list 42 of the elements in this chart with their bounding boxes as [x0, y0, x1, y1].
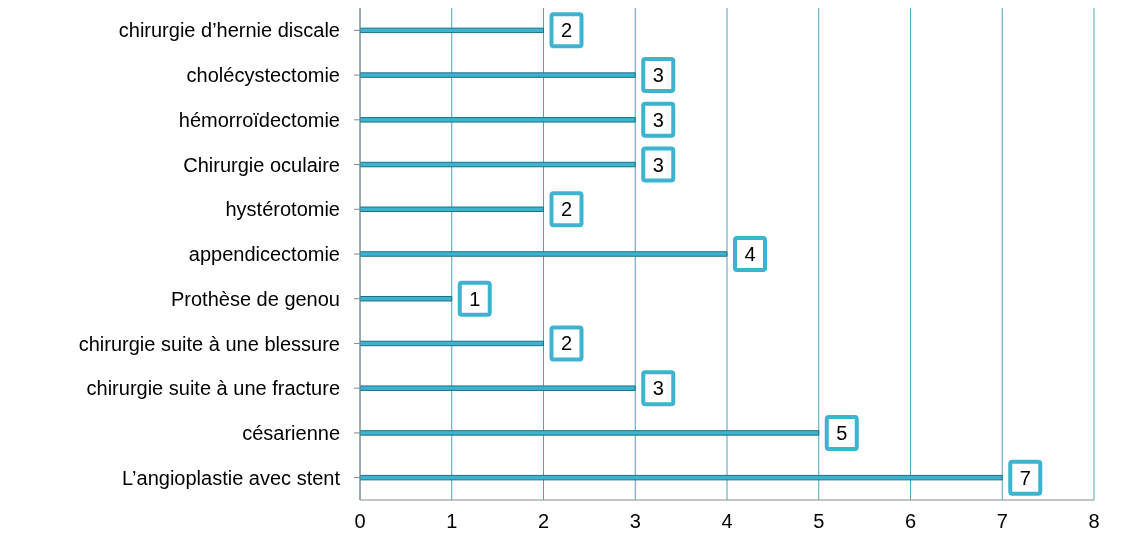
bar	[360, 27, 544, 34]
bar	[360, 385, 636, 391]
x-tick-label: 0	[354, 510, 366, 533]
bar	[360, 340, 544, 347]
y-tick-label: L’angioplastie avec stent	[122, 466, 341, 489]
data-label: 7	[1019, 466, 1031, 489]
y-tick-label: hémorroïdectomie	[178, 108, 340, 131]
y-tick-label: césarienne	[242, 422, 340, 445]
data-label: 3	[652, 153, 664, 176]
y-tick-label: Chirurgie oculaire	[183, 153, 340, 176]
bar	[360, 430, 820, 436]
y-tick-label: chirurgie suite à une blessure	[78, 332, 340, 355]
y-tick-label: cholécystectomie	[186, 64, 340, 87]
data-label: 3	[652, 108, 664, 131]
y-tick-label: appendicectomie	[188, 243, 340, 266]
data-label: 4	[744, 243, 756, 265]
x-tick-label: 3	[629, 510, 641, 533]
bar	[360, 72, 636, 78]
x-tick-label: 8	[1088, 510, 1100, 533]
data-label: 2	[560, 198, 573, 221]
y-tick-label: chirurgie d’hernie discale	[118, 19, 340, 42]
x-tick-label: 4	[721, 510, 733, 533]
y-tick-label: Prothèse de genou	[170, 287, 340, 310]
data-label: 2	[560, 19, 573, 42]
y-tick-label: chirurgie suite à une fracture	[86, 377, 340, 400]
x-tick-label: 7	[996, 510, 1008, 533]
bar	[360, 251, 728, 257]
bar	[360, 474, 1003, 481]
data-label: 3	[652, 64, 664, 87]
y-tick-label: hystérotomie	[225, 198, 340, 221]
data-label: 2	[560, 332, 573, 355]
x-tick-label: 1	[446, 510, 458, 533]
x-tick-label: 2	[537, 510, 550, 533]
x-tick-label: 5	[813, 510, 825, 533]
data-label: 1	[469, 287, 481, 310]
bar	[360, 295, 453, 302]
bar	[360, 117, 636, 123]
bar	[360, 206, 544, 213]
x-tick-label: 6	[904, 510, 917, 533]
bar	[360, 161, 636, 168]
data-label: 5	[836, 421, 848, 444]
data-label: 3	[652, 377, 664, 400]
